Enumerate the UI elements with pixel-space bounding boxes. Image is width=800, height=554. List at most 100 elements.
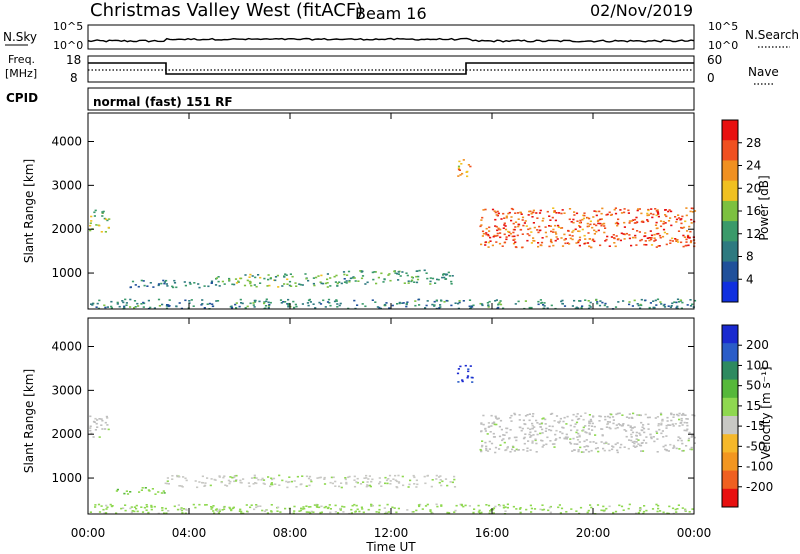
echo-cell: [546, 307, 549, 309]
echo-cell: [552, 231, 555, 233]
echo-cell: [668, 505, 671, 508]
echo-cell: [279, 511, 282, 513]
echo-cell: [588, 414, 591, 416]
echo-cell: [672, 416, 675, 418]
echo-cell: [212, 510, 215, 512]
echo-cell: [639, 434, 642, 436]
echo-cell: [512, 505, 515, 508]
echo-cell: [652, 300, 655, 302]
echo-cell: [542, 304, 545, 306]
echo-cell: [571, 231, 574, 233]
echo-cell: [405, 302, 408, 305]
echo-cell: [309, 301, 312, 303]
echo-cell: [529, 210, 532, 213]
echo-cell: [557, 226, 560, 228]
echo-cell: [569, 442, 573, 445]
echo-cell: [669, 217, 672, 219]
echo-cell: [503, 224, 506, 226]
echo-cell: [588, 245, 591, 248]
echo-cell: [338, 485, 341, 488]
echo-cell: [639, 507, 642, 509]
echo-cell: [387, 478, 390, 480]
echo-cell: [479, 302, 482, 305]
echo-cell: [612, 419, 615, 421]
echo-cell: [649, 212, 652, 215]
echo-cell: [308, 475, 312, 478]
power-ylabel: Slant Range [km]: [22, 159, 36, 263]
echo-cell: [121, 300, 124, 302]
colorbar-segment: [722, 416, 738, 435]
echo-cell: [413, 281, 416, 283]
echo-cell: [494, 300, 497, 302]
echo-cell: [652, 213, 655, 216]
echo-cell: [329, 277, 332, 279]
echo-cell: [468, 299, 472, 301]
echo-cell: [569, 424, 572, 427]
echo-cell: [407, 280, 410, 282]
echo-cell: [650, 437, 653, 440]
echo-cell: [406, 509, 409, 511]
echo-cell: [255, 477, 258, 479]
echo-cell: [655, 233, 658, 235]
echo-cell: [549, 440, 552, 442]
echo-cell: [223, 505, 226, 508]
echo-cell: [529, 449, 532, 451]
echo-cell: [541, 428, 544, 431]
echo-cell: [506, 446, 509, 448]
echo-cell: [549, 240, 553, 243]
echo-cell: [503, 222, 506, 225]
echo-cell: [457, 168, 461, 171]
echo-cell: [575, 415, 578, 418]
echo-cell: [509, 232, 512, 235]
colorbar-segment: [722, 379, 738, 399]
echo-cell: [588, 424, 591, 427]
echo-cell: [559, 417, 562, 420]
echo-cell: [499, 228, 502, 231]
echo-cell: [576, 220, 579, 222]
echo-cell: [496, 418, 499, 420]
echo-cell: [677, 241, 680, 243]
echo-cell: [686, 235, 690, 238]
echo-cell: [134, 284, 137, 286]
echo-cell: [635, 244, 638, 246]
echo-cell: [308, 298, 311, 301]
echo-cell: [608, 421, 611, 423]
echo-cell: [253, 301, 257, 303]
echo-cell: [667, 210, 670, 213]
echo-cell: [543, 307, 546, 310]
echo-cell: [261, 477, 264, 480]
echo-cell: [689, 241, 692, 244]
echo-cell: [290, 285, 293, 287]
echo-cell: [467, 370, 470, 373]
echo-cell: [252, 304, 255, 306]
echo-cell: [145, 509, 148, 511]
echo-cell: [414, 300, 417, 302]
echo-cell: [129, 306, 132, 308]
echo-cell: [620, 232, 623, 235]
echo-cell: [576, 413, 579, 415]
echo-cell: [620, 443, 623, 446]
echo-cell: [592, 238, 595, 241]
echo-cell: [504, 228, 508, 231]
echo-cell: [184, 284, 187, 287]
echo-cell: [93, 421, 96, 423]
echo-cell: [691, 207, 694, 210]
echo-cell: [129, 298, 132, 301]
echo-cell: [201, 475, 204, 478]
echo-cell: [590, 425, 594, 427]
echo-cell: [495, 214, 498, 216]
echo-cell: [93, 215, 96, 217]
echo-cell: [553, 420, 556, 422]
echo-cell: [638, 432, 641, 435]
echo-cell: [606, 422, 610, 425]
echo-cell: [446, 511, 449, 514]
echo-cell: [89, 511, 92, 513]
echo-cell: [165, 279, 168, 282]
freq-unit-label: [MHz]: [5, 67, 37, 80]
echo-cell: [481, 444, 484, 447]
echo-cell: [659, 225, 663, 228]
echo-cell: [255, 285, 258, 288]
echo-cell: [246, 510, 249, 513]
echo-cell: [665, 435, 668, 437]
echo-cell: [535, 451, 538, 453]
